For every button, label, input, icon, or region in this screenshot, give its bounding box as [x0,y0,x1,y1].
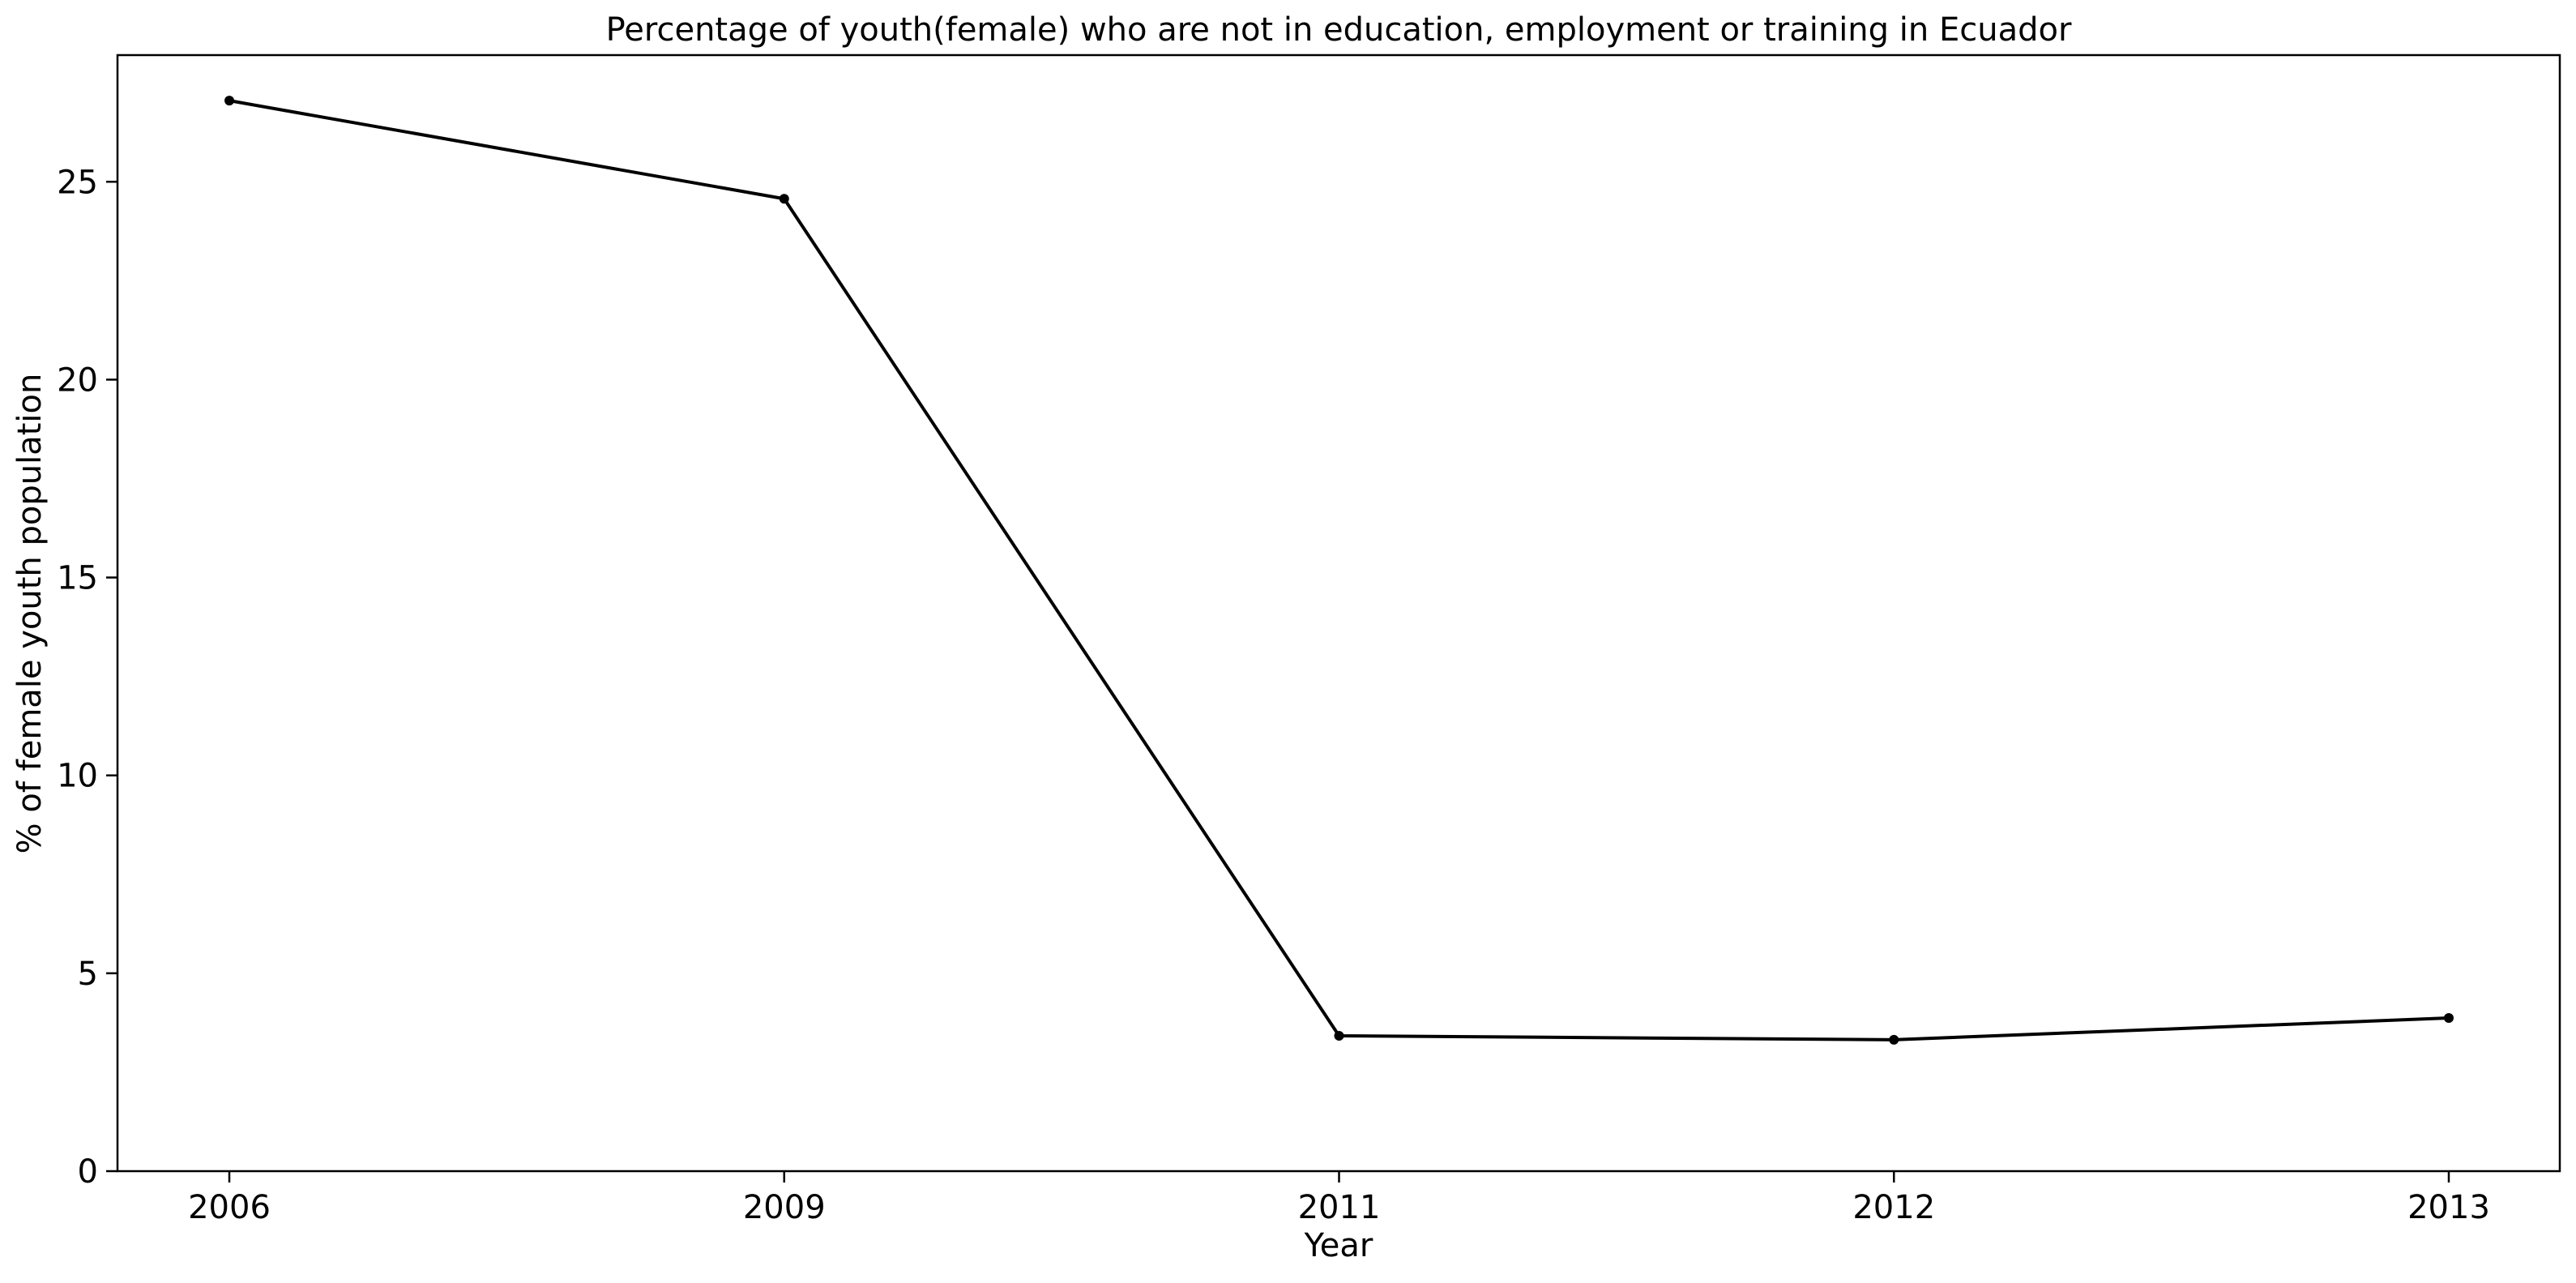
data-point [1334,1031,1344,1041]
series-line [229,99,2450,1041]
y-tick-label: 0 [78,1153,98,1191]
chart-title: Percentage of youth(female) who are not … [606,11,2072,49]
y-tick-label: 15 [57,560,98,597]
x-tick-label: 2006 [188,1189,271,1226]
x-tick-label: 2011 [1298,1189,1381,1226]
y-tick-label: 10 [57,758,98,795]
plot-frame [116,53,2561,1173]
x-tick-label: 2012 [1852,1189,1935,1226]
data-point [2444,1013,2454,1024]
data-point [1889,1034,1899,1045]
data-point [224,96,234,106]
x-tick-label: 2013 [2407,1189,2490,1226]
y-tick-label: 20 [57,361,98,399]
x-axis-label: Year [1304,1227,1373,1264]
y-tick-label: 25 [57,164,98,201]
x-tick-label: 2009 [743,1189,826,1226]
y-axis-label: % of female youth population [11,374,49,854]
plot-area: 2006 2009 2011 2012 2013 0 5 10 15 20 25 [57,53,2561,1226]
y-tick-label: 5 [78,956,98,993]
data-point [779,194,789,204]
